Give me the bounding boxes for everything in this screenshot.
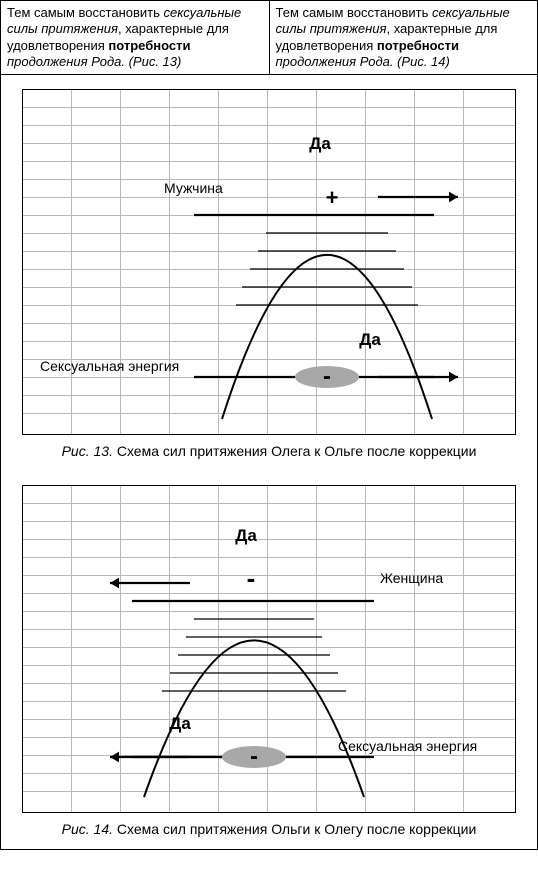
svg-text:Женщина: Женщина	[380, 570, 443, 586]
figure-13: - Да Да + Мужчина Сексуальная энергия Рис. 13…	[1, 89, 537, 471]
diagram-13: - Да Да + Мужчина Сексуальная энергия	[22, 89, 516, 435]
svg-text:Сексуальная энергия: Сексуальная энергия	[338, 738, 477, 754]
svg-text:Мужчина: Мужчина	[164, 180, 223, 196]
caption-text: Схема сил притяжения Олега к Ольге после…	[113, 443, 476, 459]
caption-prefix: Рис. 14.	[62, 821, 113, 837]
svg-text:Сексуальная энергия: Сексуальная энергия	[40, 358, 179, 374]
page-frame: Тем самым восстановить сексуальные силы …	[0, 0, 538, 850]
text-bold: потребности	[377, 38, 459, 53]
caption-14: Рис. 14. Схема сил притяжения Ольги к Ол…	[1, 813, 537, 849]
caption-13: Рис. 13. Схема сил притяжения Олега к Ол…	[1, 435, 537, 471]
header-cell-left: Тем самым восстановить сексуальные силы …	[1, 1, 269, 74]
text-bold: потребности	[108, 38, 190, 53]
text-italic: продолжения Рода. (Рис. 14)	[276, 54, 450, 69]
figure-14: - Да Да - Женщина Сексуальная энергия Рис. 14…	[1, 485, 537, 849]
text-italic: продолжения Рода. (Рис. 13)	[7, 54, 181, 69]
svg-text:-: -	[250, 743, 258, 770]
svg-text:Да: Да	[235, 526, 257, 545]
text: Тем самым восстановить	[7, 5, 164, 20]
svg-text:Да: Да	[309, 134, 331, 153]
header-row: Тем самым восстановить сексуальные силы …	[1, 1, 537, 75]
caption-text: Схема сил притяжения Ольги к Олегу после…	[113, 821, 476, 837]
svg-text:Да: Да	[359, 330, 381, 349]
svg-text:-: -	[247, 563, 256, 593]
header-cell-right: Тем самым восстановить сексуальные силы …	[269, 1, 538, 74]
diagram-14: - Да Да - Женщина Сексуальная энергия	[22, 485, 516, 813]
caption-prefix: Рис. 13.	[62, 443, 113, 459]
svg-text:+: +	[326, 185, 339, 210]
svg-text:Да: Да	[169, 714, 191, 733]
svg-text:-: -	[323, 363, 331, 390]
text: Тем самым восстановить	[276, 5, 433, 20]
